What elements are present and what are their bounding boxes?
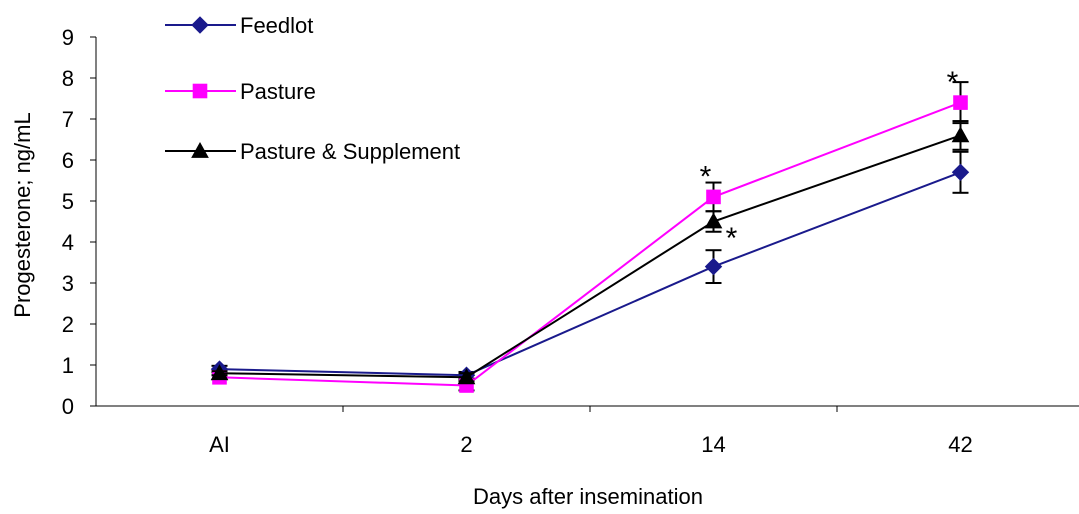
square-marker: [706, 189, 721, 205]
y-tick-label: 2: [62, 312, 74, 337]
y-tick-label: 8: [62, 66, 74, 91]
y-tick-label: 6: [62, 148, 74, 173]
diamond-marker: [191, 16, 209, 34]
triangle-marker: [704, 212, 723, 229]
legend-label: Pasture & Supplement: [240, 139, 460, 164]
triangle-marker: [191, 141, 209, 158]
triangle-marker: [951, 126, 970, 143]
series-feedlot: [210, 150, 970, 384]
x-tick-label: 14: [701, 432, 725, 457]
legend-item: Pasture & Supplement: [165, 139, 460, 164]
y-tick-label: 9: [62, 25, 74, 50]
series-line: [219, 134, 961, 379]
significance-asterisk: *: [947, 66, 959, 99]
triangle-marker: [210, 364, 229, 381]
square-marker: [953, 95, 968, 110]
y-axis-ticks: 0 1 2 3 4 5 6 7 8 9: [62, 25, 96, 419]
legend-label: Pasture: [240, 79, 316, 104]
annotations: * * *: [700, 66, 959, 255]
y-tick-label: 7: [62, 107, 74, 132]
axes: [95, 37, 1079, 407]
y-tick-label: 1: [62, 353, 74, 378]
diamond-marker: [951, 163, 970, 182]
y-tick-label: 5: [62, 189, 74, 214]
y-tick-label: 3: [62, 271, 74, 296]
significance-asterisk: *: [700, 160, 712, 193]
triangle-marker: [457, 368, 476, 385]
x-tick-label: AI: [209, 432, 230, 457]
series-line: [219, 171, 961, 377]
series-layer: [210, 81, 970, 393]
series-pasture: [211, 81, 969, 393]
square-marker: [192, 83, 208, 99]
y-tick-label: 0: [62, 394, 74, 419]
y-axis-label: Progesterone; ng/mL: [10, 112, 35, 317]
series-pasture-supplement: [210, 120, 970, 385]
legend-item: Feedlot: [165, 13, 313, 38]
diamond-marker: [704, 257, 723, 276]
legend-item: Pasture: [165, 79, 316, 104]
legend: Feedlot Pasture Pasture & Supplement: [165, 13, 460, 164]
legend-label: Feedlot: [240, 13, 313, 38]
significance-asterisk: *: [726, 222, 738, 255]
x-axis-ticks: AI 2 14 42: [209, 406, 973, 457]
x-tick-label: 42: [948, 432, 972, 457]
x-tick-label: 2: [460, 432, 472, 457]
series-line: [219, 101, 961, 387]
x-axis-label: Days after insemination: [473, 484, 703, 509]
y-tick-label: 4: [62, 230, 74, 255]
